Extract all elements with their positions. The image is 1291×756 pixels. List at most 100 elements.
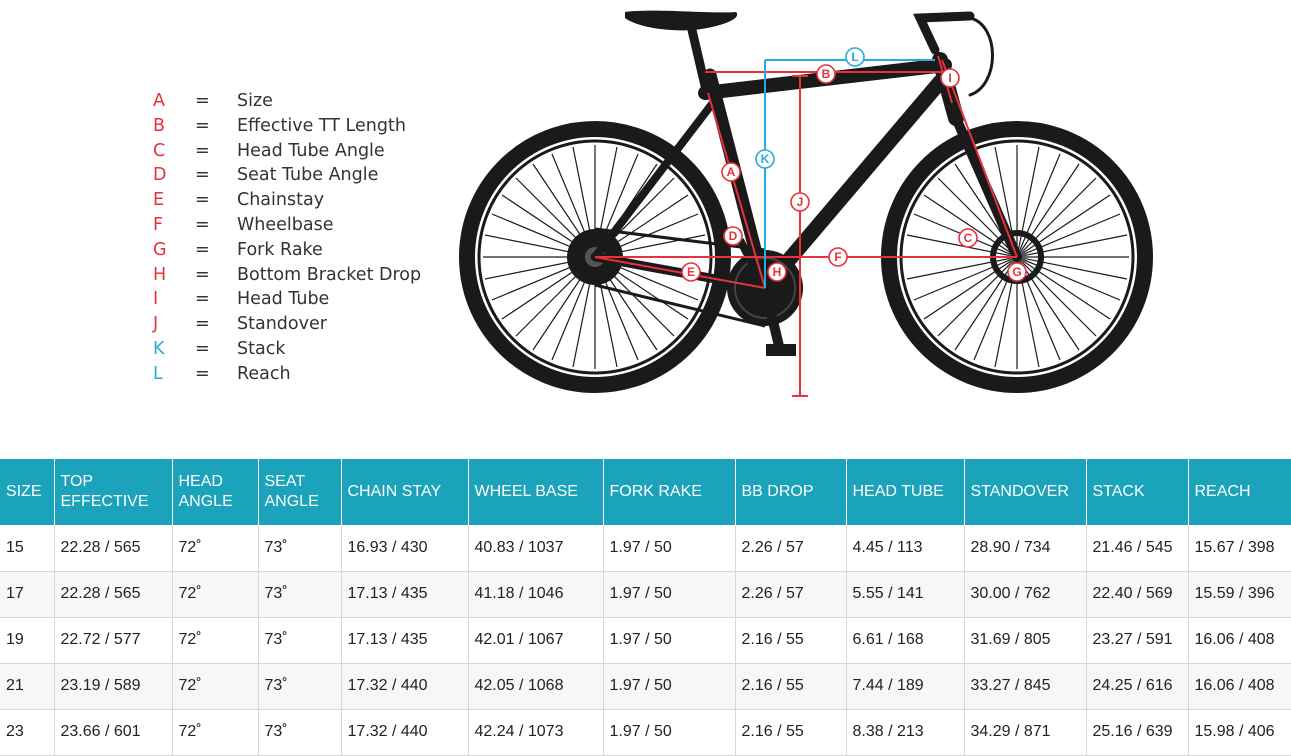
table-cell: 41.18 / 1046 <box>468 571 604 618</box>
svg-text:I: I <box>948 71 951 85</box>
legend-equals: = <box>195 363 210 384</box>
svg-text:K: K <box>761 152 770 166</box>
legend-equals: = <box>195 314 210 335</box>
table-cell: 15 <box>0 525 55 572</box>
table-row: 19 22.72 / 577 72˚ 73˚ 17.13 / 435 42.01 / 10… <box>0 617 1291 664</box>
table-cell: 2.26 / 57 <box>735 525 847 572</box>
marker-g: G <box>1007 262 1027 282</box>
table-cell: 72˚ <box>172 663 259 710</box>
legend-letter: L <box>153 363 163 384</box>
table-cell: 23.19 / 589 <box>54 663 173 710</box>
marker-a: A <box>721 162 741 182</box>
table-cell: 22.28 / 565 <box>54 525 173 572</box>
legend-label: Head Tube Angle <box>237 140 385 161</box>
marker-j: J <box>790 192 810 212</box>
column-header-size: SIZE <box>0 459 55 525</box>
table-cell: 72˚ <box>172 617 259 664</box>
geometry-table: SIZE TOP EFFECTIVE HEAD ANGLE SEAT ANGLE CH… <box>0 459 1291 756</box>
legend-equals: = <box>195 115 210 136</box>
bike-frame <box>590 11 1022 296</box>
table-cell: 22.28 / 565 <box>54 571 173 618</box>
legend-item: F = Wheelbase <box>153 213 453 238</box>
legend-label: Head Tube <box>237 289 330 310</box>
table-cell: 1.97 / 50 <box>603 663 736 710</box>
legend-equals: = <box>195 239 210 260</box>
legend-item: E = Chainstay <box>153 188 453 213</box>
table-cell: 25.16 / 639 <box>1086 709 1189 756</box>
column-header-wheel-base: WHEEL BASE <box>468 459 604 525</box>
table-cell: 4.45 / 113 <box>846 525 965 572</box>
legend-letter: D <box>153 165 167 186</box>
legend-item: H = Bottom Bracket Drop <box>153 263 453 288</box>
legend-label: Seat Tube Angle <box>237 165 379 186</box>
table-cell: 17.32 / 440 <box>341 663 469 710</box>
svg-text:F: F <box>834 250 841 264</box>
column-header-chain-stay: CHAIN STAY <box>341 459 469 525</box>
legend-letter: F <box>153 214 164 235</box>
legend-item: D = Seat Tube Angle <box>153 163 453 188</box>
table-cell: 1.97 / 50 <box>603 525 736 572</box>
table-cell: 73˚ <box>258 617 342 664</box>
legend-letter: H <box>153 264 167 285</box>
marker-i: I <box>940 68 960 88</box>
svg-text:A: A <box>727 165 736 179</box>
legend-letter: A <box>153 91 165 111</box>
table-cell: 1.97 / 50 <box>603 709 736 756</box>
table-cell: 8.38 / 213 <box>846 709 965 756</box>
table-cell: 6.61 / 168 <box>846 617 965 664</box>
table-cell: 73˚ <box>258 571 342 618</box>
table-cell: 31.69 / 805 <box>964 617 1087 664</box>
column-header-head-tube: HEAD TUBE <box>846 459 965 525</box>
legend-label: Effective TT Length <box>237 115 406 136</box>
table-cell: 2.16 / 55 <box>735 709 847 756</box>
marker-l: L <box>845 47 865 67</box>
table-cell: 30.00 / 762 <box>964 571 1087 618</box>
table-cell: 2.16 / 55 <box>735 617 847 664</box>
marker-b: B <box>816 64 836 84</box>
table-cell: 23 <box>0 709 55 756</box>
legend-equals: = <box>195 214 210 235</box>
table-cell: 73˚ <box>258 525 342 572</box>
saddle-icon <box>625 10 738 31</box>
table-cell: 72˚ <box>172 571 259 618</box>
svg-text:J: J <box>797 195 804 209</box>
legend-equals: = <box>195 140 210 161</box>
table-cell: 1.97 / 50 <box>603 617 736 664</box>
legend-item: G = Fork Rake <box>153 238 453 263</box>
bike-geometry-diagram: A B C D E F G H I J K L <box>440 0 1180 410</box>
svg-text:E: E <box>687 265 695 279</box>
table-cell: 17.32 / 440 <box>341 709 469 756</box>
marker-c: C <box>958 228 978 248</box>
table-cell: 15.59 / 396 <box>1188 571 1291 618</box>
legend-label: Bottom Bracket Drop <box>237 264 422 285</box>
legend-label: Reach <box>237 363 291 384</box>
svg-text:H: H <box>773 265 782 279</box>
dimension-markers: A B C D E F G H I J K L <box>681 47 1027 282</box>
legend-letter: C <box>153 140 166 161</box>
column-header-standover: STANDOVER <box>964 459 1087 525</box>
table-row: 23 23.66 / 601 72˚ 73˚ 17.32 / 440 42.24 / 10… <box>0 709 1291 756</box>
column-header-reach: REACH <box>1188 459 1291 525</box>
legend-letter: E <box>153 190 165 211</box>
legend-label: Chainstay <box>237 190 325 211</box>
svg-text:G: G <box>1012 265 1021 279</box>
column-header-seat-angle: SEAT ANGLE <box>258 459 342 525</box>
table-cell: 16.06 / 408 <box>1188 663 1291 710</box>
table-cell: 15.67 / 398 <box>1188 525 1291 572</box>
table-cell: 17 <box>0 571 55 618</box>
legend-item: B = Effective TT Length <box>153 114 453 139</box>
table-cell: 73˚ <box>258 663 342 710</box>
table-cell: 16.06 / 408 <box>1188 617 1291 664</box>
svg-text:D: D <box>729 229 738 243</box>
legend-equals: = <box>195 289 210 310</box>
legend-equals: = <box>195 190 210 211</box>
svg-text:C: C <box>964 231 973 245</box>
table-cell: 42.24 / 1073 <box>468 709 604 756</box>
legend-letter: K <box>153 338 165 359</box>
legend-item: L = Reach <box>153 362 453 387</box>
table-cell: 17.13 / 435 <box>341 617 469 664</box>
table-cell: 22.72 / 577 <box>54 617 173 664</box>
table-header-row: SIZE TOP EFFECTIVE HEAD ANGLE SEAT ANGLE CH… <box>0 459 1291 525</box>
legend-letter: G <box>153 239 167 260</box>
legend-equals: = <box>195 338 210 359</box>
